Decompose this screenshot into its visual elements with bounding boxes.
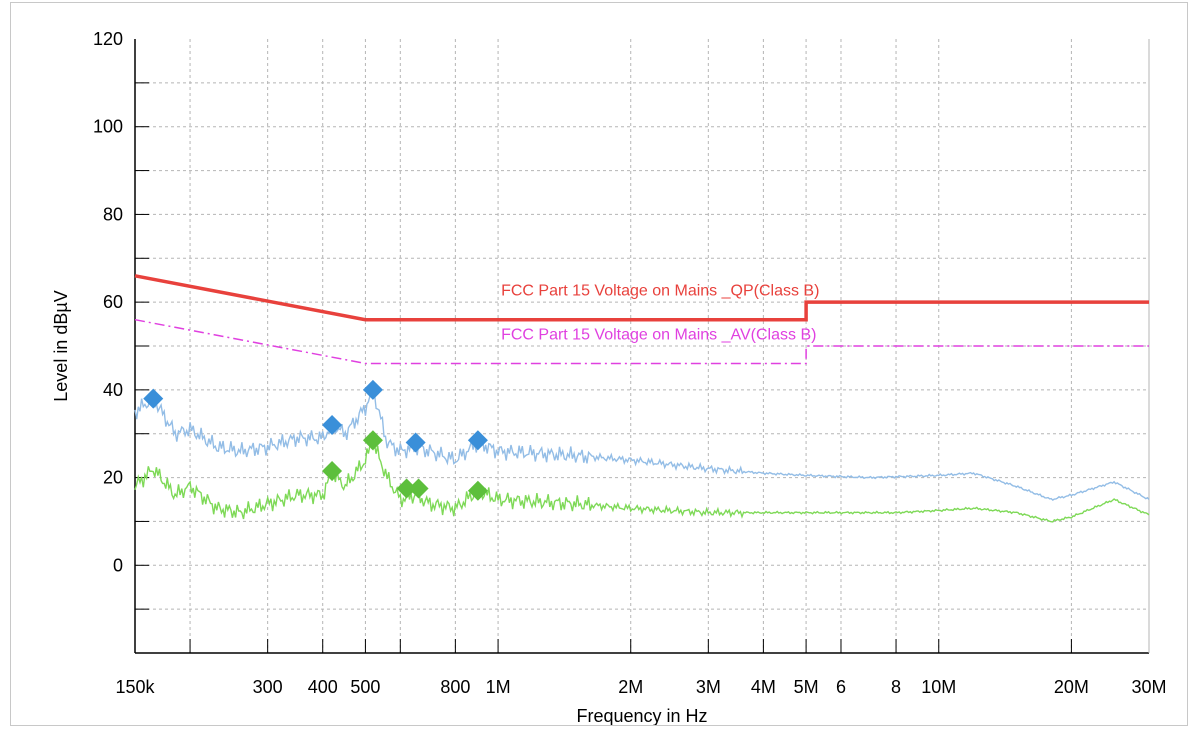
- y-tick-label: 0: [113, 555, 123, 575]
- marker-diamond: [467, 480, 488, 501]
- series-line-0: [134, 274, 1149, 322]
- x-tick-label: 6: [836, 677, 846, 697]
- series-group: [134, 274, 1150, 523]
- x-tick-label: 150k: [115, 677, 155, 697]
- x-tick-label: 2M: [618, 677, 643, 697]
- series-line-3: [134, 443, 1150, 523]
- x-tick-label: 5M: [794, 677, 819, 697]
- x-tick-label: 20M: [1054, 677, 1089, 697]
- chart-frame: 150k 300 400 500 800 1M 2M 3M 4M 5M 6 8 10M 20M 30M 12…: [10, 2, 1188, 726]
- x-tick-label: 300: [253, 677, 283, 697]
- y-tick-label: 40: [103, 380, 123, 400]
- y-tick-labels: 120 100 80 60 40 20 0: [93, 29, 123, 575]
- x-tick-label: 1M: [486, 677, 511, 697]
- y-axis-title: Level in dBµV: [51, 290, 71, 401]
- x-tick-label: 500: [350, 677, 380, 697]
- y-tick-label: 100: [93, 117, 123, 137]
- marker-diamond: [322, 414, 343, 435]
- limit-labels: FCC Part 15 Voltage on Mains _QP(Class B…: [501, 283, 819, 344]
- x-tick-label: 800: [440, 677, 470, 697]
- y-tick-label: 60: [103, 292, 123, 312]
- x-tick-label: 400: [308, 677, 338, 697]
- y-tick-label: 80: [103, 204, 123, 224]
- grid: [135, 39, 1149, 653]
- marker-diamond: [405, 432, 426, 453]
- marker-diamond: [322, 460, 343, 481]
- emission-chart: 150k 300 400 500 800 1M 2M 3M 4M 5M 6 8 10M 20M 30M 12…: [51, 29, 1167, 725]
- x-tick-label: 10M: [921, 677, 956, 697]
- x-tick-labels: 150k 300 400 500 800 1M 2M 3M 4M 5M 6 8 10M 20M 30M: [115, 677, 1166, 697]
- marker-diamond: [408, 478, 429, 499]
- x-tick-label: 3M: [696, 677, 721, 697]
- markers-group: [143, 379, 488, 501]
- marker-diamond: [396, 478, 417, 499]
- series-line-2: [134, 384, 1150, 502]
- av-limit-label: FCC Part 15 Voltage on Mains _AV(Class B…: [501, 326, 816, 343]
- series-line-1: [134, 318, 1149, 365]
- x-axis-title: Frequency in Hz: [576, 706, 707, 725]
- y-tick-label: 20: [103, 468, 123, 488]
- x-tick-label: 4M: [751, 677, 776, 697]
- qp-limit-label: FCC Part 15 Voltage on Mains _QP(Class B…: [501, 283, 819, 300]
- marker-diamond: [362, 430, 383, 451]
- marker-diamond: [467, 430, 488, 451]
- x-tick-label: 8: [891, 677, 901, 697]
- y-tick-label: 120: [93, 29, 123, 49]
- marker-diamond: [362, 379, 383, 400]
- marker-diamond: [143, 388, 164, 409]
- x-tick-label: 30M: [1131, 677, 1166, 697]
